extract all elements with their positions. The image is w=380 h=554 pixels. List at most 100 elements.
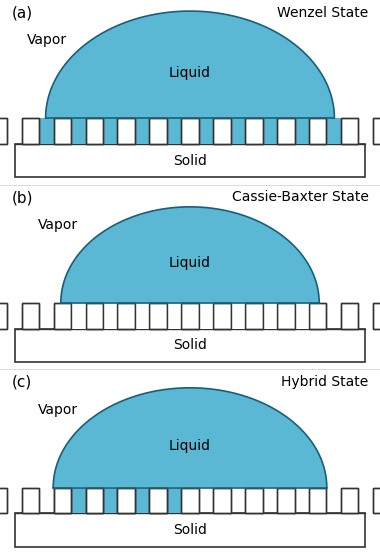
- Bar: [0, 303, 7, 329]
- Bar: [71, 118, 86, 144]
- Bar: [373, 118, 380, 144]
- Bar: [86, 118, 103, 144]
- Bar: [245, 118, 263, 144]
- Bar: [117, 303, 135, 329]
- Bar: [326, 118, 341, 144]
- Bar: [54, 303, 71, 329]
- Bar: [22, 118, 39, 144]
- Bar: [54, 118, 71, 144]
- Polygon shape: [53, 388, 327, 488]
- Bar: [54, 488, 71, 514]
- Bar: [181, 303, 199, 329]
- Bar: [149, 303, 167, 329]
- Bar: [167, 303, 181, 329]
- Bar: [309, 118, 326, 144]
- Bar: [245, 303, 263, 329]
- Text: Liquid: Liquid: [169, 255, 211, 270]
- Bar: [117, 118, 135, 144]
- Bar: [213, 118, 231, 144]
- Bar: [373, 488, 380, 514]
- Text: (b): (b): [11, 190, 33, 205]
- Bar: [86, 488, 103, 514]
- Bar: [22, 118, 39, 144]
- Bar: [117, 488, 135, 514]
- Bar: [263, 303, 277, 329]
- Bar: [149, 488, 167, 514]
- Bar: [245, 118, 263, 144]
- Text: (c): (c): [11, 375, 32, 390]
- Bar: [231, 118, 245, 144]
- Bar: [213, 303, 231, 329]
- Bar: [213, 488, 231, 514]
- Bar: [0, 118, 7, 144]
- Bar: [309, 488, 326, 514]
- Bar: [54, 303, 71, 329]
- Bar: [277, 488, 294, 514]
- Bar: [263, 118, 277, 144]
- Bar: [15, 514, 365, 547]
- Bar: [103, 488, 117, 514]
- Bar: [117, 303, 135, 329]
- Bar: [135, 118, 149, 144]
- Bar: [277, 488, 294, 514]
- Bar: [199, 118, 213, 144]
- Bar: [71, 303, 86, 329]
- Bar: [181, 118, 199, 144]
- Polygon shape: [61, 207, 319, 303]
- Bar: [373, 303, 380, 329]
- Polygon shape: [46, 11, 334, 118]
- Bar: [0, 118, 7, 144]
- Bar: [181, 303, 199, 329]
- Text: Vapor: Vapor: [27, 33, 67, 47]
- Text: Vapor: Vapor: [38, 403, 78, 417]
- Bar: [149, 488, 167, 514]
- Bar: [86, 488, 103, 514]
- Bar: [309, 488, 326, 514]
- Bar: [245, 488, 263, 514]
- Bar: [373, 488, 380, 514]
- Bar: [149, 488, 167, 514]
- Bar: [149, 488, 167, 514]
- Bar: [86, 118, 103, 144]
- Bar: [54, 488, 71, 514]
- Bar: [86, 303, 103, 329]
- Bar: [213, 118, 231, 144]
- Text: Vapor: Vapor: [38, 218, 78, 232]
- Bar: [149, 118, 167, 144]
- Bar: [86, 488, 103, 514]
- Bar: [309, 303, 326, 329]
- Bar: [86, 488, 103, 514]
- Bar: [135, 303, 149, 329]
- Bar: [277, 118, 294, 144]
- Bar: [167, 118, 181, 144]
- Text: Solid: Solid: [173, 153, 207, 168]
- Text: Liquid: Liquid: [169, 439, 211, 453]
- Bar: [103, 303, 117, 329]
- Bar: [22, 488, 39, 514]
- Bar: [103, 118, 117, 144]
- Text: Solid: Solid: [173, 338, 207, 352]
- Bar: [86, 303, 103, 329]
- Bar: [341, 488, 358, 514]
- Bar: [54, 488, 71, 514]
- Bar: [117, 488, 135, 514]
- Bar: [117, 488, 135, 514]
- Bar: [15, 329, 365, 362]
- Bar: [0, 488, 7, 514]
- Bar: [22, 488, 39, 514]
- Text: Wenzel State: Wenzel State: [277, 6, 369, 19]
- Bar: [181, 488, 199, 514]
- Bar: [341, 118, 358, 144]
- Bar: [149, 118, 167, 144]
- Bar: [309, 303, 326, 329]
- Bar: [39, 118, 54, 144]
- Text: Hybrid State: Hybrid State: [281, 375, 369, 389]
- Bar: [213, 488, 231, 514]
- Bar: [0, 488, 7, 514]
- Bar: [341, 488, 358, 514]
- Bar: [117, 118, 135, 144]
- Bar: [181, 118, 199, 144]
- Bar: [71, 488, 86, 514]
- Bar: [15, 144, 365, 177]
- Bar: [0, 303, 7, 329]
